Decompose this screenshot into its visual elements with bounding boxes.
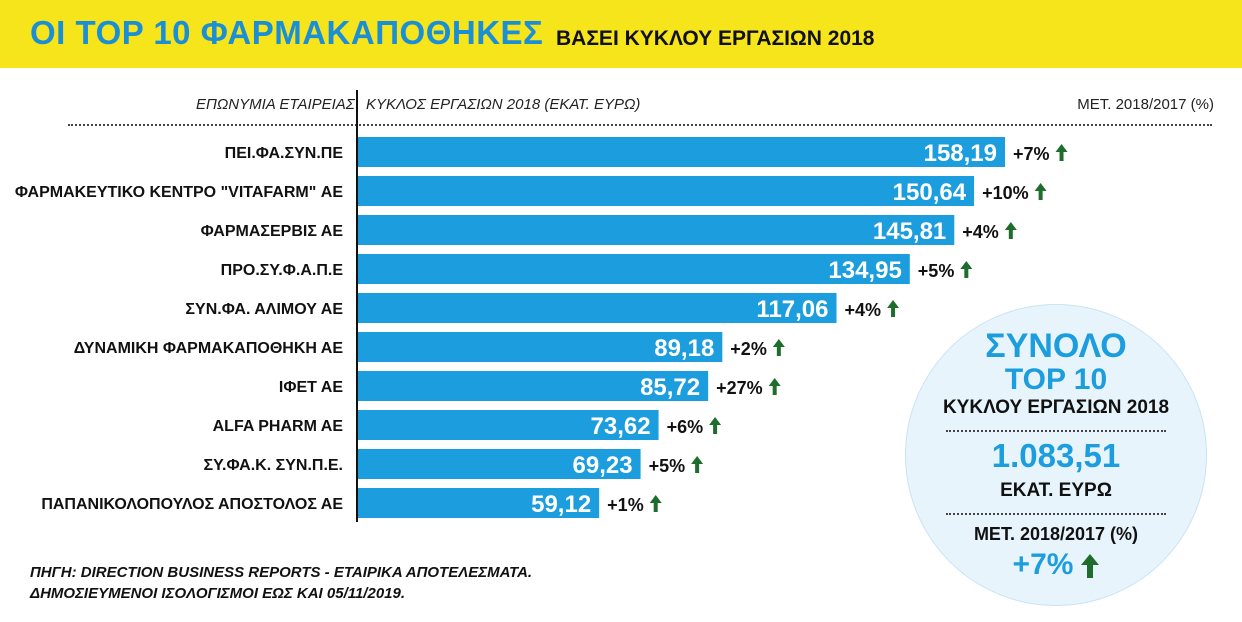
- bar-8: [357, 410, 659, 440]
- up-arrow-icon: [768, 378, 781, 395]
- bar-value-label: 150,64: [893, 179, 967, 206]
- change-label: +6%: [667, 417, 704, 437]
- title-banner: ΟΙ TOP 10 ΦΑΡΜΑΚΑΠΟΘΗΚΕΣ ΒΑΣΕΙ ΚΥΚΛΟΥ ΕΡ…: [0, 0, 1242, 68]
- bar-value-label: 85,72: [640, 374, 700, 401]
- up-arrow-icon: [1055, 144, 1068, 161]
- category-label: ALFA PHARM AE: [213, 418, 344, 435]
- bar-value-label: 145,81: [873, 218, 946, 245]
- category-label: ΔΥΝΑΜΙΚΗ ΦΑΡΜΑΚΑΠΟΘΗΚΗ ΑΕ: [74, 340, 344, 357]
- turnover-column-header: ΚΥΚΛΟΣ ΕΡΓΑΣΙΩΝ 2018 (ΕΚΑΤ. ΕΥΡΩ): [366, 96, 641, 113]
- summary-total-value: 1.083,51: [991, 437, 1121, 474]
- summary-turnover-label: ΚΥΚΛΟΥ ΕΡΓΑΣΙΩΝ 2018: [942, 397, 1170, 418]
- bar-1: [357, 137, 1005, 167]
- summary-divider: [946, 513, 1166, 515]
- summary-change-label: ΜΕΤ. 2018/2017 (%): [973, 524, 1139, 544]
- source-line: ΔΗΜΟΣΙΕΥΜΕΝΟΙ ΙΣΟΛΟΓΙΣΜΟΙ ΕΩΣ ΚΑΙ 05/11/…: [30, 585, 406, 602]
- source-line: ΠΗΓΗ: DIRECTION BUSINESS REPORTS - ΕΤΑΙΡ…: [30, 564, 533, 581]
- chart-subtitle: ΒΑΣΕΙ ΚΥΚΛΟΥ ΕΡΓΑΣΙΩΝ 2018: [556, 27, 875, 50]
- category-label: ΦΑΡΜΑΚΕΥΤΙΚΟ ΚΕΝΤΡΟ "VITAFARM" ΑΕ: [15, 184, 344, 201]
- change-label: +10%: [982, 183, 1029, 203]
- bar-2: [357, 176, 975, 206]
- category-label: ΦΑΡΜΑΣΕΡΒΙΣ ΑΕ: [201, 223, 344, 240]
- bar-7: [357, 371, 709, 401]
- bar-value-label: 59,12: [531, 491, 591, 518]
- up-arrow-icon: [1034, 183, 1047, 200]
- source-note: ΠΗΓΗ: DIRECTION BUSINESS REPORTS - ΕΤΑΙΡ…: [30, 562, 532, 604]
- up-arrow-icon: [1004, 222, 1017, 239]
- change-label: +27%: [716, 378, 763, 398]
- chart-title: ΟΙ TOP 10 ΦΑΡΜΑΚΑΠΟΘΗΚΕΣ: [30, 14, 544, 51]
- up-arrow-icon: [691, 456, 704, 473]
- summary-divider: [946, 430, 1166, 432]
- axis-line: [356, 90, 358, 522]
- up-arrow-icon: [709, 417, 722, 434]
- summary-circle: ΣΥΝΟΛΟ TOP 10 ΚΥΚΛΟΥ ΕΡΓΑΣΙΩΝ 2018 1.083…: [906, 305, 1206, 605]
- change-label: +4%: [845, 300, 882, 320]
- summary-change-value: +7%: [1012, 548, 1074, 581]
- bar-value-label: 134,95: [828, 257, 901, 284]
- bar-10: [357, 488, 600, 518]
- company-column-header: ΕΠΩΝΥΜΙΑ ΕΤΑΙΡΕΙΑΣ: [196, 96, 355, 113]
- bar-5: [357, 293, 837, 323]
- change-label: +7%: [1013, 144, 1050, 164]
- bar-value-label: 158,19: [924, 140, 997, 167]
- change-label: +1%: [607, 495, 644, 515]
- summary-top10-label: TOP 10: [1004, 363, 1108, 396]
- summary-unit: ΕΚΑΤ. ΕΥΡΩ: [1000, 480, 1112, 501]
- header-divider: [68, 124, 1212, 126]
- bar-value-label: 117,06: [756, 296, 828, 323]
- change-label: +4%: [962, 222, 999, 242]
- bar-3: [357, 215, 955, 245]
- category-label: ΣΥ.ΦΑ.Κ. ΣΥΝ.Π.Ε.: [204, 457, 344, 474]
- up-arrow-icon: [1081, 554, 1100, 579]
- bar-value-label: 89,18: [654, 335, 714, 362]
- change-label: +5%: [918, 261, 955, 281]
- change-label: +5%: [649, 456, 686, 476]
- category-label: ΠΡΟ.ΣΥ.Φ.Α.Π.Ε: [221, 262, 344, 279]
- bar-4: [357, 254, 910, 284]
- summary-total-label: ΣΥΝΟΛΟ: [985, 327, 1127, 365]
- summary-change: +7%: [906, 548, 1206, 582]
- bar-6: [357, 332, 723, 362]
- bar-value-label: 73,62: [591, 413, 651, 440]
- category-label: ΠΕΙ.ΦΑ.ΣΥΝ.ΠΕ: [225, 145, 344, 162]
- category-label: ΠΑΠΑΝΙΚΟΛΟΠΟΥΛΟΣ ΑΠΟΣΤΟΛΟΣ ΑΕ: [41, 496, 343, 513]
- up-arrow-icon: [649, 495, 662, 512]
- bar-value-label: 69,23: [573, 452, 633, 479]
- up-arrow-icon: [960, 261, 973, 278]
- up-arrow-icon: [887, 300, 900, 317]
- bar-9: [357, 449, 641, 479]
- category-label: ΣΥΝ.ΦΑ. ΑΛΙΜΟΥ ΑΕ: [185, 301, 343, 318]
- change-label: +2%: [730, 339, 767, 359]
- up-arrow-icon: [772, 339, 785, 356]
- category-label: ΙΦΕΤ ΑΕ: [279, 379, 343, 396]
- change-column-header: ΜΕΤ. 2018/2017 (%): [1077, 96, 1214, 113]
